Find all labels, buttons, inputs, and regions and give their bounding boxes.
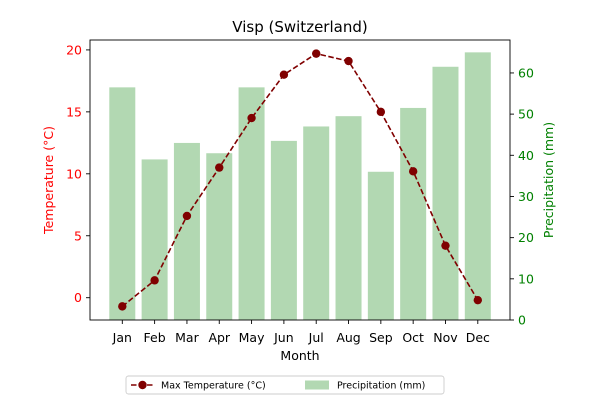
temperature-line-path	[121, 52, 479, 308]
temperature-point	[118, 302, 127, 311]
temperature-point	[247, 113, 256, 123]
temperature-point	[441, 241, 450, 250]
right-tick-label: 0	[518, 313, 526, 328]
temperature-point	[473, 295, 482, 305]
x-tick-label: May	[239, 330, 265, 345]
x-axis-label: Month	[280, 348, 319, 363]
legend-marker-swatch	[138, 380, 147, 390]
left-tick-label: 15	[66, 104, 82, 119]
precipitation-bars	[109, 52, 491, 321]
precipitation-bar	[367, 171, 394, 320]
right-axis-label: Precipitation (mm)	[541, 122, 556, 238]
right-tick-label: 30	[518, 189, 534, 204]
right-tick-label: 20	[518, 230, 534, 245]
x-tick-label: Oct	[402, 330, 424, 345]
right-tick-label: 10	[518, 271, 534, 286]
temperature-point	[344, 56, 353, 66]
right-tick-label: 50	[518, 107, 534, 122]
left-tick-label: 20	[66, 42, 82, 57]
plot-frame	[89, 39, 511, 321]
temperature-point	[215, 163, 224, 172]
right-y-axis: 0 10 20 30 40 50 60	[510, 65, 534, 328]
x-tick-label: Jul	[308, 330, 324, 345]
temperature-point	[376, 107, 386, 117]
x-tick-label: Nov	[433, 330, 458, 345]
precipitation-bar	[303, 126, 330, 321]
temperature-point	[182, 211, 192, 221]
legend-bar-swatch	[305, 380, 329, 390]
right-tick-label: 60	[518, 65, 534, 80]
precipitation-bar	[432, 66, 459, 320]
right-tick-label: 40	[518, 148, 534, 163]
x-tick-label: Jan	[112, 330, 132, 345]
x-tick-label: Sep	[369, 330, 393, 345]
x-axis: Jan Feb Mar Apr May Jun Jul Aug Sep Oct Nov Dec	[112, 320, 490, 345]
temperature-point	[408, 167, 418, 176]
x-tick-label: Dec	[466, 330, 490, 345]
precipitation-bar	[270, 140, 297, 320]
precipitation-bar	[206, 153, 233, 320]
precipitation-bar	[400, 107, 427, 320]
legend-label-temperature: Max Temperature (°C)	[161, 381, 266, 392]
precipitation-bar	[464, 52, 491, 321]
legend: Max Temperature (°C) Precipitation (mm)	[125, 375, 445, 395]
x-tick-label: Jun	[273, 330, 294, 345]
precipitation-bar	[141, 159, 168, 320]
x-tick-label: Aug	[336, 330, 360, 345]
temperature-point	[150, 276, 159, 285]
temperature-point	[312, 49, 321, 58]
left-tick-label: 10	[66, 166, 82, 181]
x-tick-label: Feb	[144, 330, 166, 345]
legend-box	[125, 375, 445, 395]
legend-label-precipitation: Precipitation (mm)	[337, 381, 425, 392]
left-tick-label: 5	[74, 228, 82, 243]
x-tick-label: Mar	[175, 330, 199, 345]
chart-title: Visp (Switzerland)	[232, 18, 367, 36]
left-y-axis: 0 5 10 15 20	[66, 42, 90, 305]
temperature-point	[279, 70, 289, 79]
precipitation-bar	[173, 142, 200, 320]
precipitation-bar	[335, 116, 362, 320]
left-tick-label: 0	[74, 290, 82, 305]
precipitation-bar	[109, 87, 136, 321]
left-axis-label: Temperature (°C)	[41, 126, 56, 235]
x-tick-label: Apr	[208, 330, 230, 345]
temperature-line	[118, 49, 482, 311]
precipitation-bar	[238, 87, 265, 321]
